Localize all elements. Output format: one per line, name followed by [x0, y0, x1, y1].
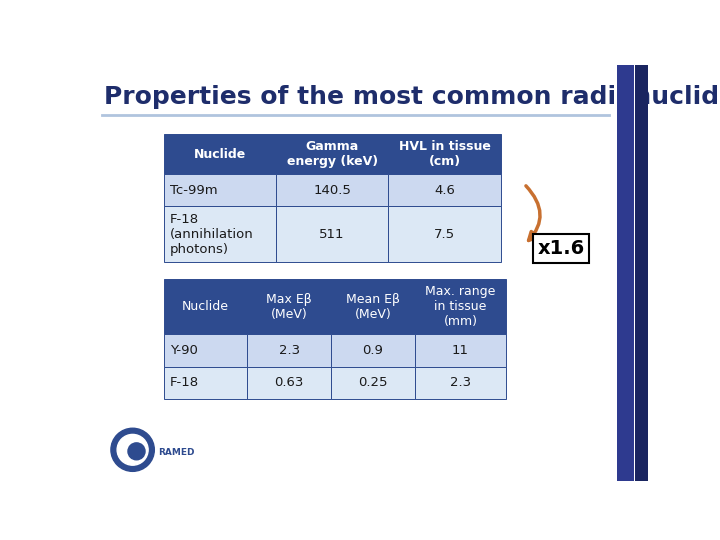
- Bar: [163, 279, 248, 334]
- Text: Properties of the most common radionuclides: Properties of the most common radionucli…: [104, 85, 720, 109]
- Text: 2.3: 2.3: [279, 344, 300, 357]
- Bar: [388, 206, 500, 262]
- Text: 0.9: 0.9: [362, 344, 383, 357]
- Text: x1.6: x1.6: [538, 239, 585, 258]
- Bar: [415, 279, 506, 334]
- Bar: [415, 334, 506, 367]
- Bar: [163, 367, 248, 399]
- Text: 4.6: 4.6: [434, 184, 455, 197]
- Bar: [534, 234, 589, 263]
- Text: Max. range
in tissue
(mm): Max. range in tissue (mm): [426, 285, 495, 328]
- Bar: [388, 174, 500, 206]
- Bar: [415, 367, 506, 399]
- Text: Mean Eβ
(MeV): Mean Eβ (MeV): [346, 293, 400, 321]
- Text: 11: 11: [452, 344, 469, 357]
- Text: Nuclide: Nuclide: [182, 300, 229, 313]
- Bar: [331, 367, 415, 399]
- Bar: [163, 134, 276, 174]
- Text: RAMED: RAMED: [158, 448, 194, 457]
- Text: 140.5: 140.5: [313, 184, 351, 197]
- Bar: [331, 279, 415, 334]
- Bar: [248, 334, 331, 367]
- Bar: [388, 134, 500, 174]
- Circle shape: [117, 434, 148, 465]
- Text: 7.5: 7.5: [434, 228, 455, 241]
- Bar: [163, 206, 276, 262]
- Text: Y-90: Y-90: [170, 344, 198, 357]
- Bar: [163, 174, 276, 206]
- Text: 0.63: 0.63: [274, 376, 304, 389]
- Text: Tc-99m: Tc-99m: [170, 184, 217, 197]
- Text: F-18
(annihilation
photons): F-18 (annihilation photons): [170, 213, 253, 256]
- Text: HVL in tissue
(cm): HVL in tissue (cm): [399, 140, 490, 168]
- Bar: [163, 334, 248, 367]
- Text: Max Eβ
(MeV): Max Eβ (MeV): [266, 293, 312, 321]
- Bar: [248, 279, 331, 334]
- Bar: [617, 65, 634, 481]
- Text: F-18: F-18: [170, 376, 199, 389]
- Text: 0.25: 0.25: [358, 376, 387, 389]
- Bar: [331, 334, 415, 367]
- Circle shape: [111, 428, 154, 471]
- Circle shape: [128, 443, 145, 460]
- Text: 511: 511: [320, 228, 345, 241]
- Bar: [635, 65, 648, 481]
- Bar: [276, 134, 388, 174]
- Bar: [248, 367, 331, 399]
- Text: Nuclide: Nuclide: [194, 147, 246, 160]
- Text: Gamma
energy (keV): Gamma energy (keV): [287, 140, 378, 168]
- Bar: [276, 206, 388, 262]
- Text: 2.3: 2.3: [450, 376, 471, 389]
- Bar: [276, 174, 388, 206]
